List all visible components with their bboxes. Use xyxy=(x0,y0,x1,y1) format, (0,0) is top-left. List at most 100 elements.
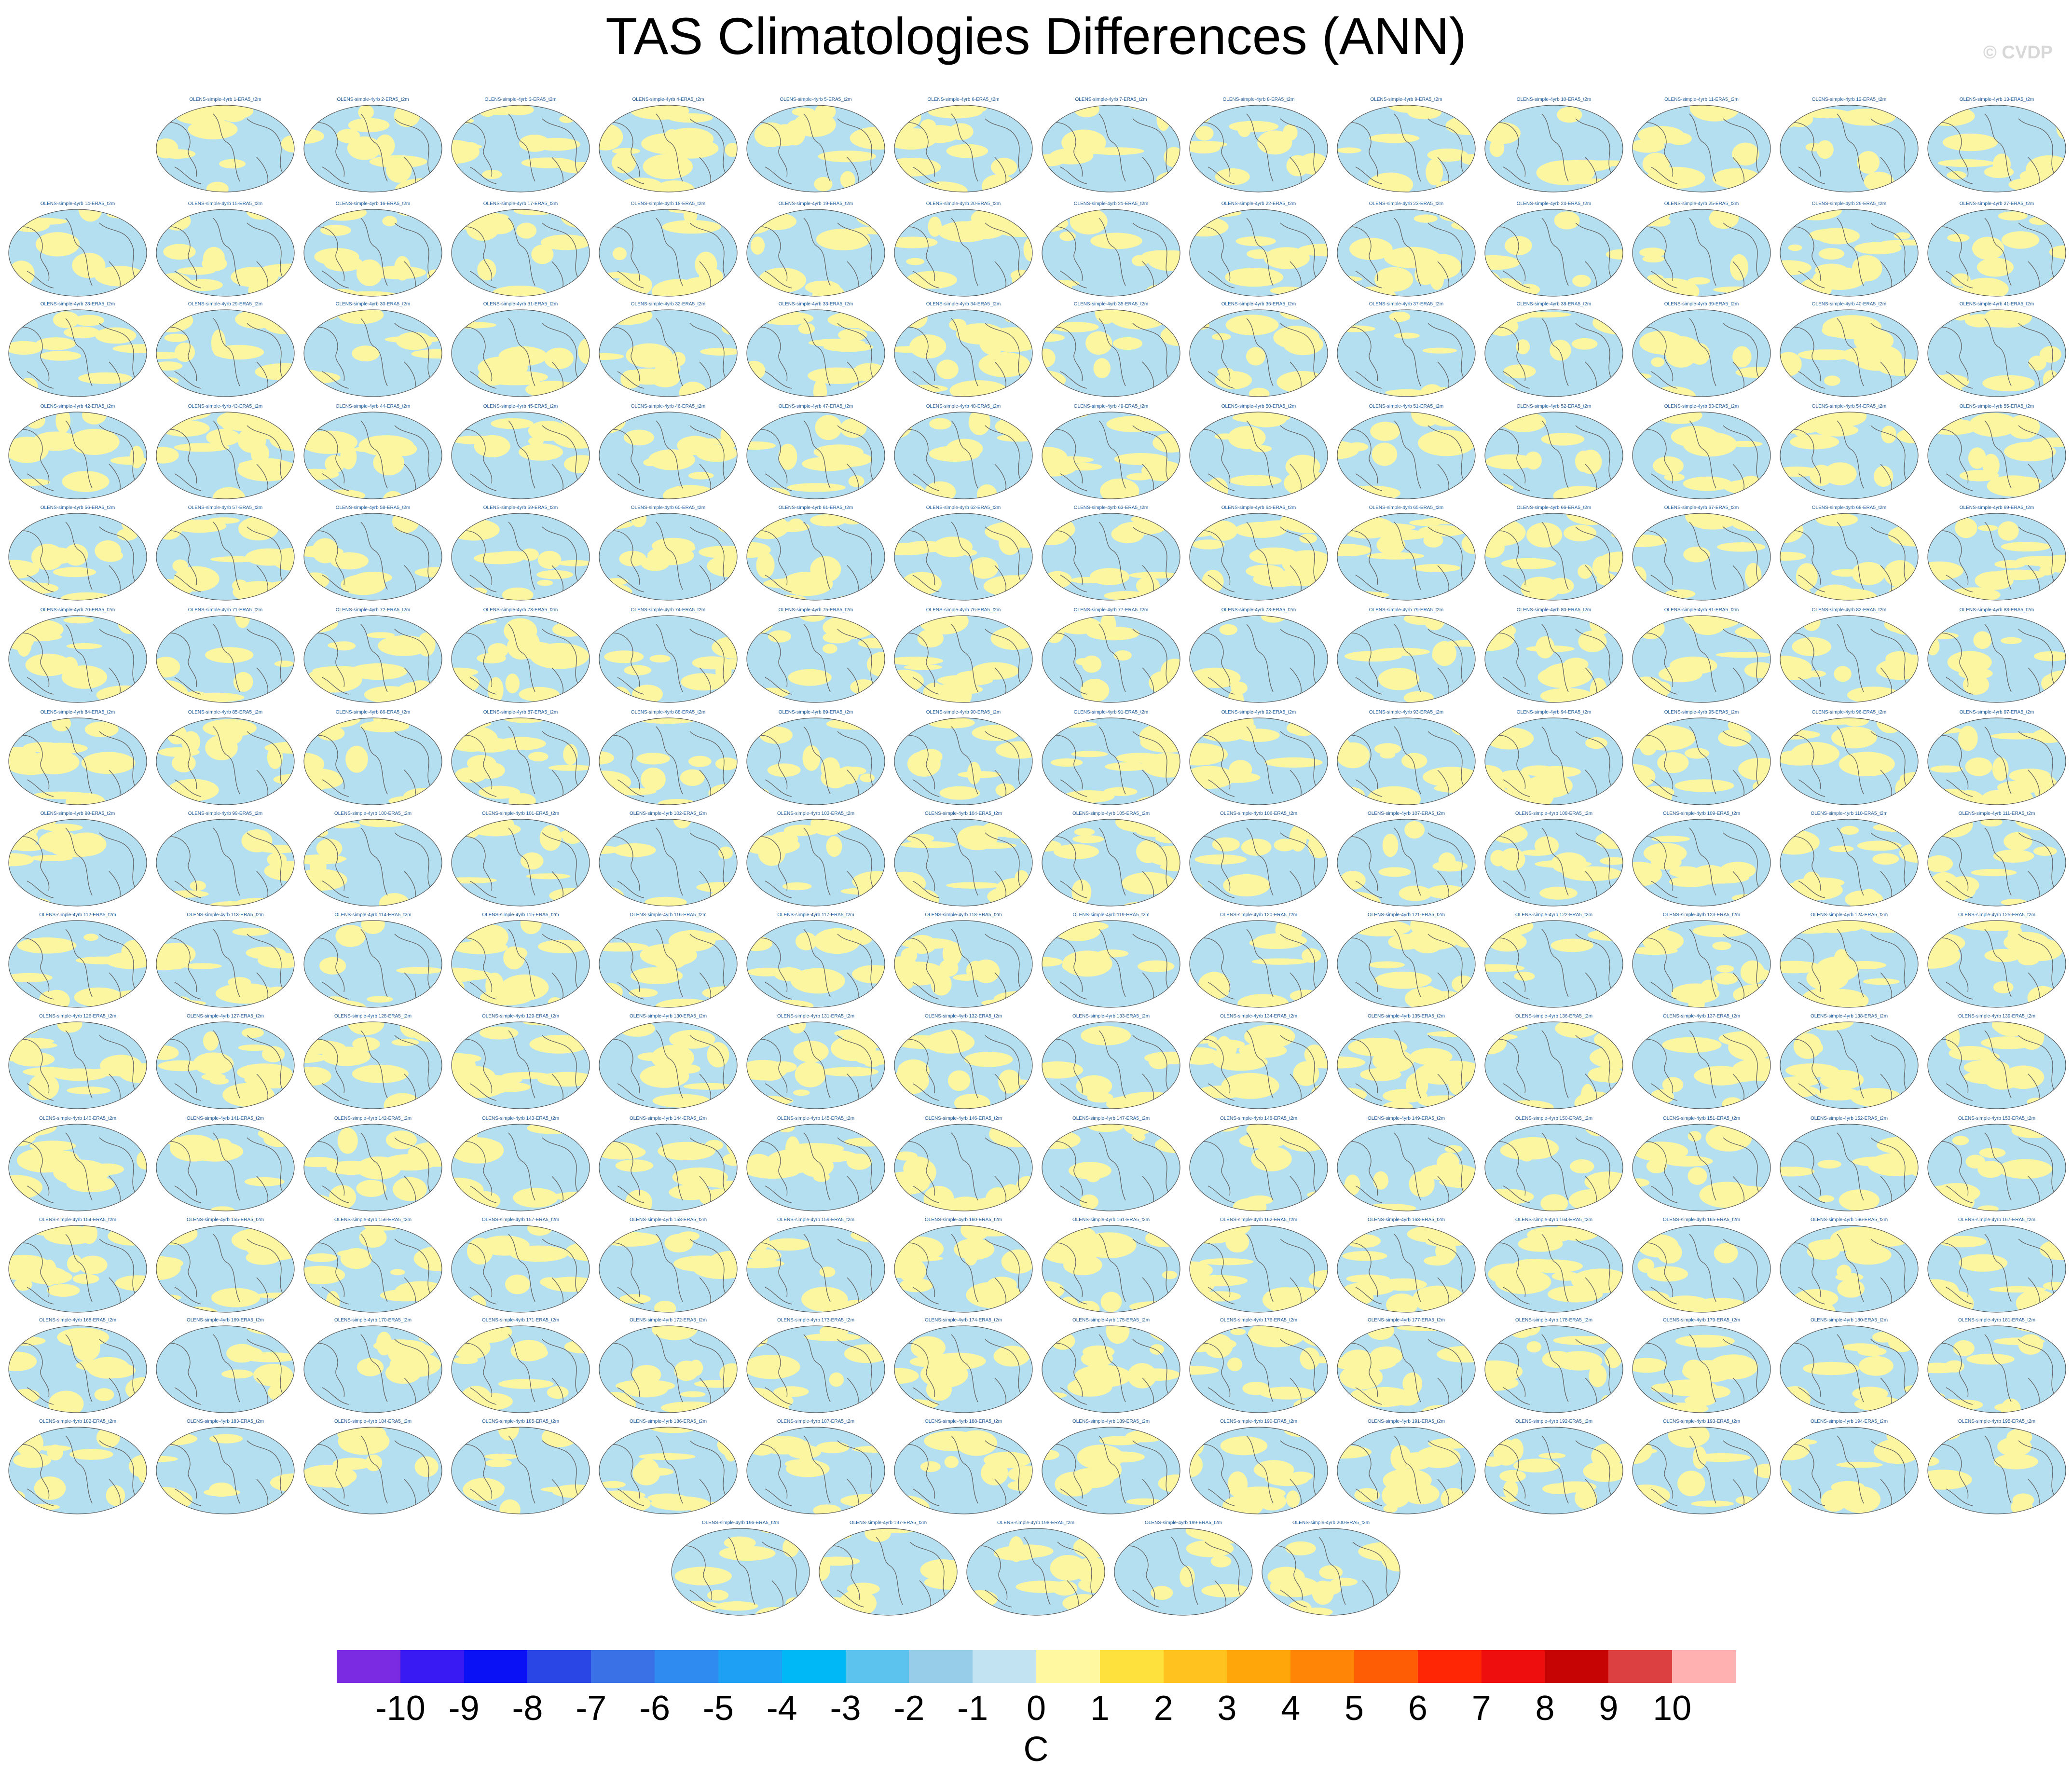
coastline xyxy=(1936,1039,1969,1094)
colorbar-tick-label: 10 xyxy=(1653,1689,1692,1728)
anomaly-patch xyxy=(899,1278,933,1293)
anomaly-patch xyxy=(1246,347,1265,366)
coastline xyxy=(1575,425,1612,481)
anomaly-patch xyxy=(1555,1351,1603,1371)
anomaly-patch xyxy=(1285,1541,1316,1555)
panel-label: OLENS-simple-4yrb 130-ERA5_t2m xyxy=(629,1014,707,1019)
coastline xyxy=(1493,1039,1526,1094)
panel-label: OLENS-simple-4yrb 82-ERA5_t2m xyxy=(1811,607,1887,613)
coastline xyxy=(1060,880,1087,898)
anomaly-patch xyxy=(1148,1052,1170,1070)
anomaly-patch xyxy=(791,968,845,994)
map-plot xyxy=(1337,1225,1476,1313)
panel-label: OLENS-simple-4yrb 15-ERA5_t2m xyxy=(188,201,263,206)
anomaly-patch xyxy=(474,552,524,564)
map-border xyxy=(1632,615,1771,703)
map-border xyxy=(1780,1427,1919,1514)
anomaly-patch xyxy=(128,1455,147,1478)
map-panel: OLENS-simple-4yrb 129-ERA5_t2m xyxy=(451,1013,590,1110)
map-border xyxy=(1337,513,1476,601)
coastline xyxy=(1246,1234,1274,1302)
panel-label: OLENS-simple-4yrb 114-ERA5_t2m xyxy=(334,912,412,918)
anomaly-patch xyxy=(623,429,654,446)
anomaly-patch xyxy=(319,957,346,975)
coastline xyxy=(1541,218,1569,286)
map-panel: OLENS-simple-4yrb 107-ERA5_t2m xyxy=(1336,811,1476,907)
coastline xyxy=(1984,218,2012,286)
map-panel: OLENS-simple-4yrb 85-ERA5_t2m xyxy=(155,709,295,806)
map-border xyxy=(1189,1021,1328,1109)
anomaly-patch xyxy=(1340,870,1366,890)
map-plot xyxy=(8,717,147,805)
anomaly-patch xyxy=(1244,1025,1295,1048)
map-plot xyxy=(451,1427,590,1514)
coastline xyxy=(174,982,202,1000)
panel-label: OLENS-simple-4yrb 192-ERA5_t2m xyxy=(1515,1419,1593,1424)
map-panel: OLENS-simple-4yrb 171-ERA5_t2m xyxy=(451,1317,590,1414)
anomaly-patch xyxy=(67,1255,83,1273)
coastline xyxy=(617,473,645,491)
coastline xyxy=(607,1343,640,1398)
anomaly-patch xyxy=(643,154,693,179)
anomaly-patch xyxy=(11,1389,40,1403)
anomaly-patch xyxy=(1150,1344,1165,1355)
coastline xyxy=(165,633,197,688)
map-panel: OLENS-simple-4yrb 196-ERA5_t2m xyxy=(671,1520,810,1616)
anomaly-patch xyxy=(69,428,120,455)
anomaly-patch xyxy=(826,836,842,857)
coastline xyxy=(322,1287,349,1305)
coastline xyxy=(755,1343,788,1398)
coastline xyxy=(1345,836,1378,891)
coastline xyxy=(1198,836,1231,891)
coastline xyxy=(165,735,197,790)
anomaly-patch xyxy=(1857,151,1880,174)
anomaly-patch xyxy=(1691,865,1728,885)
coastline xyxy=(165,122,197,177)
map-border xyxy=(1927,1325,2066,1413)
coastline xyxy=(1123,1545,1155,1600)
coastline xyxy=(312,633,345,688)
coastline xyxy=(360,318,388,386)
anomaly-patch xyxy=(641,133,696,154)
coastline xyxy=(1689,1435,1716,1504)
coastline xyxy=(247,934,284,990)
coastline xyxy=(542,832,579,889)
map-border xyxy=(156,1225,295,1313)
map-border xyxy=(746,819,885,907)
coastline xyxy=(460,735,493,790)
coastline xyxy=(360,1334,388,1403)
anomaly-patch xyxy=(338,1428,390,1455)
map-plot xyxy=(8,615,147,703)
anomaly-patch xyxy=(1146,845,1180,866)
map-border xyxy=(1780,412,1919,499)
coastline xyxy=(1575,118,1612,175)
panel-label: OLENS-simple-4yrb 103-ERA5_t2m xyxy=(777,811,855,816)
coastline xyxy=(1798,1287,1825,1305)
coastline xyxy=(1575,526,1612,583)
coastline xyxy=(1198,633,1231,688)
anomaly-patch xyxy=(505,1274,530,1294)
map-plot xyxy=(1632,1427,1771,1514)
map-plot xyxy=(1189,1124,1328,1211)
coastline xyxy=(322,166,349,184)
anomaly-patch xyxy=(23,1067,75,1077)
map-border xyxy=(1484,819,1623,907)
coastline xyxy=(17,429,50,484)
coastline xyxy=(1060,1287,1087,1305)
coastline xyxy=(1641,1039,1674,1094)
colorbar-labels: -10 -9 -8 -7 -6 -5 -4 -3 -2 -1 0 1 2 3 4 5 6 7 8 9 10 xyxy=(337,1689,1736,1732)
anomaly-patch xyxy=(32,791,91,799)
panel-label: OLENS-simple-4yrb 166-ERA5_t2m xyxy=(1810,1217,1888,1223)
anomaly-patch xyxy=(255,363,294,381)
anomaly-patch xyxy=(1257,130,1292,155)
anomaly-patch xyxy=(944,1196,988,1211)
anomaly-patch xyxy=(937,674,993,687)
anomaly-patch xyxy=(695,251,717,278)
anomaly-patch xyxy=(1874,466,1894,487)
coastline xyxy=(617,575,645,592)
map-plot xyxy=(451,105,590,193)
panel-label: OLENS-simple-4yrb 164-ERA5_t2m xyxy=(1515,1217,1593,1223)
coastline xyxy=(617,677,645,695)
map-border xyxy=(746,309,885,397)
anomaly-patch xyxy=(452,519,500,541)
